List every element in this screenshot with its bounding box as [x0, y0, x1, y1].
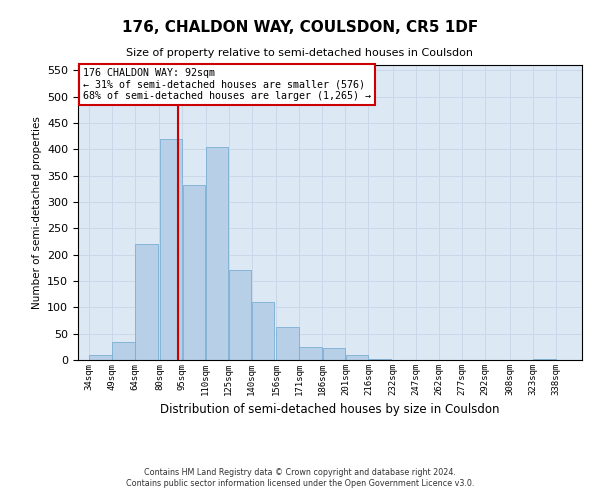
Bar — [277, 327, 299, 360]
Bar — [299, 347, 322, 360]
Bar — [183, 184, 205, 360]
Bar — [112, 342, 134, 360]
Text: Contains HM Land Registry data © Crown copyright and database right 2024.
Contai: Contains HM Land Registry data © Crown c… — [126, 468, 474, 487]
Text: Size of property relative to semi-detached houses in Coulsdon: Size of property relative to semi-detach… — [127, 48, 473, 58]
Bar — [89, 354, 112, 360]
Text: 176, CHALDON WAY, COULSDON, CR5 1DF: 176, CHALDON WAY, COULSDON, CR5 1DF — [122, 20, 478, 35]
Bar — [252, 302, 274, 360]
Bar — [533, 359, 556, 360]
Bar — [229, 270, 251, 360]
Bar — [160, 138, 182, 360]
Bar — [368, 359, 391, 360]
Y-axis label: Number of semi-detached properties: Number of semi-detached properties — [32, 116, 41, 309]
Text: 176 CHALDON WAY: 92sqm
← 31% of semi-detached houses are smaller (576)
68% of se: 176 CHALDON WAY: 92sqm ← 31% of semi-det… — [83, 68, 371, 101]
Bar — [346, 354, 368, 360]
X-axis label: Distribution of semi-detached houses by size in Coulsdon: Distribution of semi-detached houses by … — [160, 404, 500, 416]
Bar — [135, 244, 158, 360]
Bar — [323, 348, 345, 360]
Bar — [206, 146, 229, 360]
